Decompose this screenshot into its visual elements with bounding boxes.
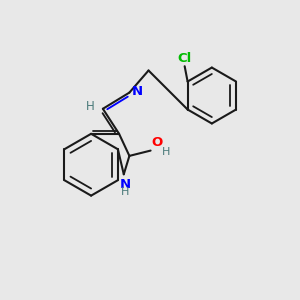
Text: N: N (132, 85, 143, 98)
Text: H: H (162, 147, 170, 157)
Text: H: H (86, 100, 94, 113)
Text: H: H (121, 187, 129, 197)
Text: Cl: Cl (178, 52, 192, 65)
Text: O: O (152, 136, 163, 149)
Text: N: N (120, 178, 131, 191)
